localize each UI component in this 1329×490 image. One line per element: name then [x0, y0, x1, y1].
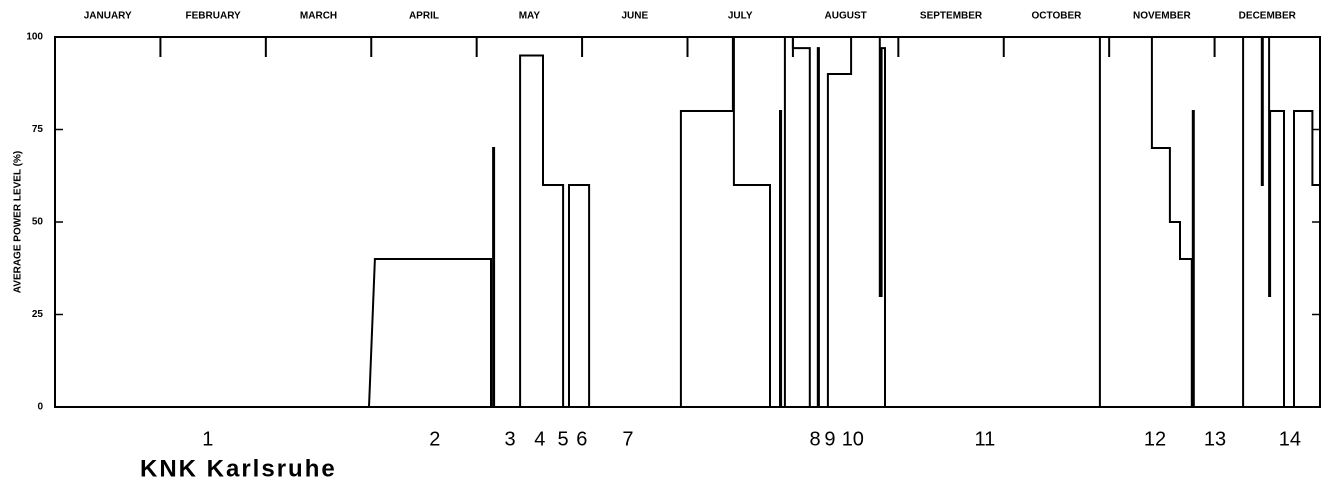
y-tick-label: 0 — [37, 402, 43, 413]
chart-title: KNK Karlsruhe — [140, 455, 337, 482]
cycle-label: 13 — [1204, 428, 1226, 450]
month-label: JANUARY — [84, 11, 132, 22]
month-label: JULY — [728, 11, 753, 22]
cycle-label: 4 — [534, 428, 545, 450]
month-label: OCTOBER — [1032, 11, 1083, 22]
cycle-label: 8 — [809, 428, 820, 450]
power-line — [55, 36, 1320, 408]
month-label: DECEMBER — [1239, 11, 1297, 22]
month-label: NOVEMBER — [1133, 11, 1192, 22]
month-label: SEPTEMBER — [920, 11, 983, 22]
cycle-label: 14 — [1279, 428, 1301, 450]
cycle-label: 3 — [504, 428, 515, 450]
plot-frame — [54, 36, 1321, 408]
y-tick-label: 50 — [32, 217, 44, 228]
y-tick-label: 100 — [26, 32, 43, 43]
cycle-label: 6 — [576, 428, 587, 450]
month-label: AUGUST — [825, 11, 867, 22]
cycle-label: 2 — [429, 428, 440, 450]
cycle-label: 7 — [622, 428, 633, 450]
cycle-label: 12 — [1144, 428, 1166, 450]
cycle-label: 9 — [824, 428, 835, 450]
month-label: MAY — [519, 11, 541, 22]
y-tick-label: 25 — [32, 309, 44, 320]
y-axis-label: AVERAGE POWER LEVEL (%) — [13, 151, 24, 293]
y-tick-label: 75 — [32, 124, 44, 135]
month-label: APRIL — [409, 11, 439, 22]
cycle-label: 5 — [558, 428, 569, 450]
month-label: FEBRUARY — [186, 11, 242, 22]
cycle-label: 10 — [842, 428, 864, 450]
month-label: JUNE — [621, 11, 648, 22]
month-label: MARCH — [300, 11, 337, 22]
cycle-label: 1 — [202, 428, 213, 450]
cycle-label: 11 — [974, 428, 995, 450]
